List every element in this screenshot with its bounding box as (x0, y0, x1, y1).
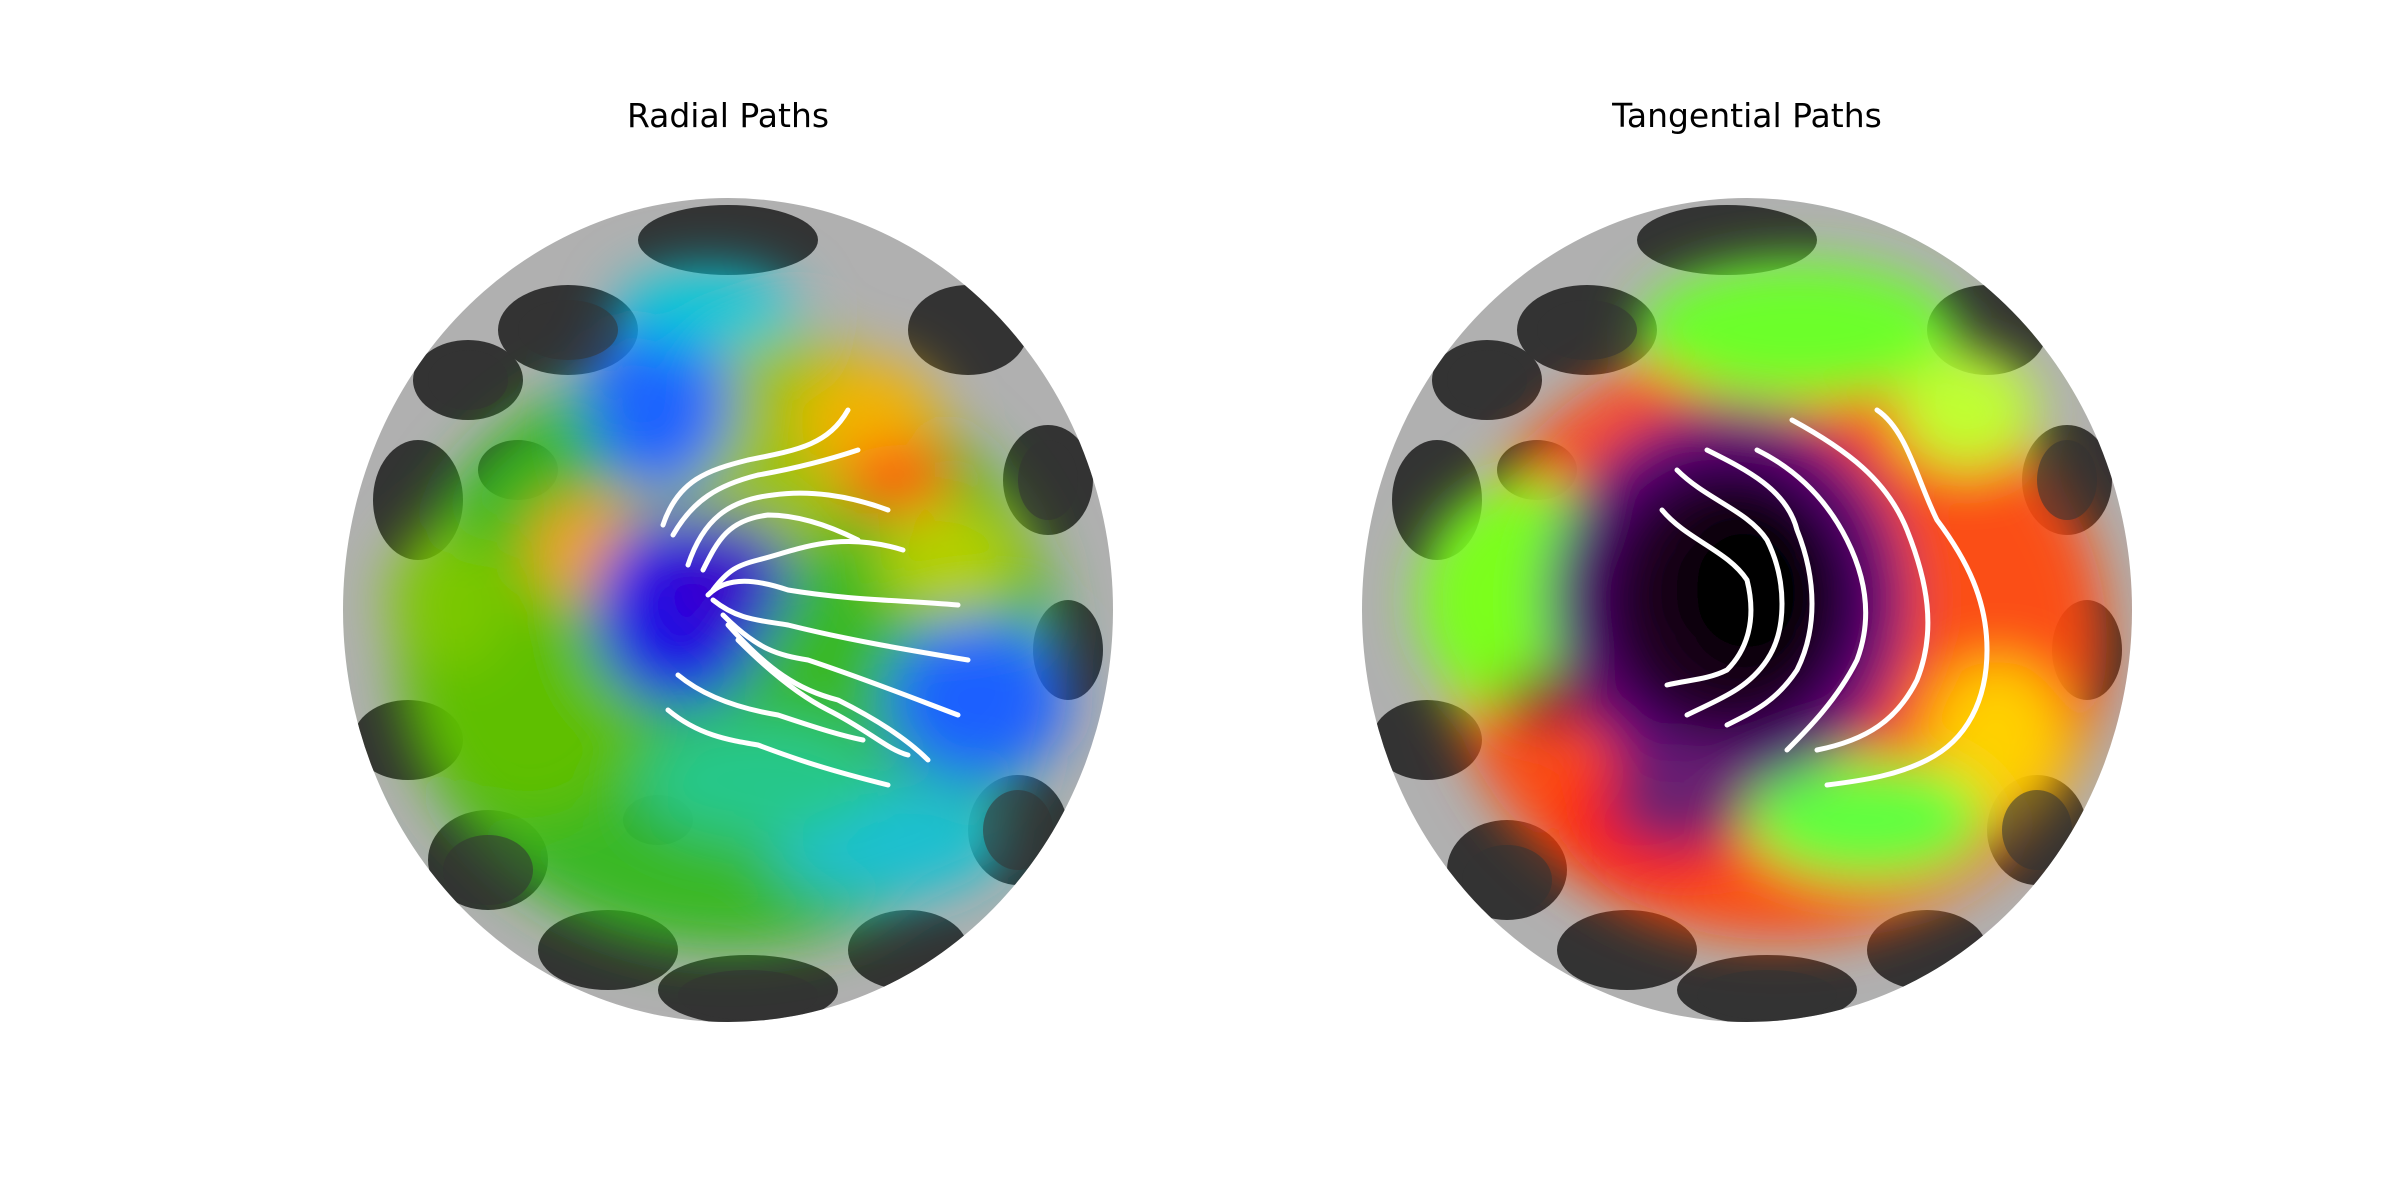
radial-path (710, 597, 971, 663)
radial-activation-map (388, 270, 1068, 950)
radial-paths-panel: Radial Paths (228, 0, 1228, 1200)
panel-title-tangential: Tangential Paths (1612, 96, 1882, 135)
tangential-path (1824, 407, 1990, 788)
sulci-overlay (1447, 300, 2097, 1020)
radial-path (725, 622, 931, 763)
sulci-overlay (428, 300, 1078, 1020)
radial-path (660, 407, 851, 528)
tangential-flatmap (1362, 198, 2132, 1022)
radial-flatmap (343, 198, 1113, 1022)
radial-path-lines (660, 407, 971, 788)
tangential-path (1674, 467, 1785, 718)
tangential-path (1704, 447, 1815, 728)
radial-path (735, 637, 911, 758)
radial-path (700, 512, 861, 573)
radial-path (665, 707, 891, 788)
radial-path (685, 490, 891, 568)
radial-path (670, 447, 861, 538)
radial-path (675, 672, 866, 743)
tangential-path (1659, 507, 1754, 688)
radial-path (705, 578, 961, 608)
tangential-path-lines (1659, 407, 1990, 788)
tangential-path (1789, 417, 1931, 753)
panel-title-radial: Radial Paths (626, 96, 830, 135)
radial-path (720, 612, 961, 718)
tangential-path (1754, 447, 1869, 753)
tangential-paths-panel: Tangential Paths (1247, 0, 2247, 1200)
radial-path (710, 538, 906, 593)
